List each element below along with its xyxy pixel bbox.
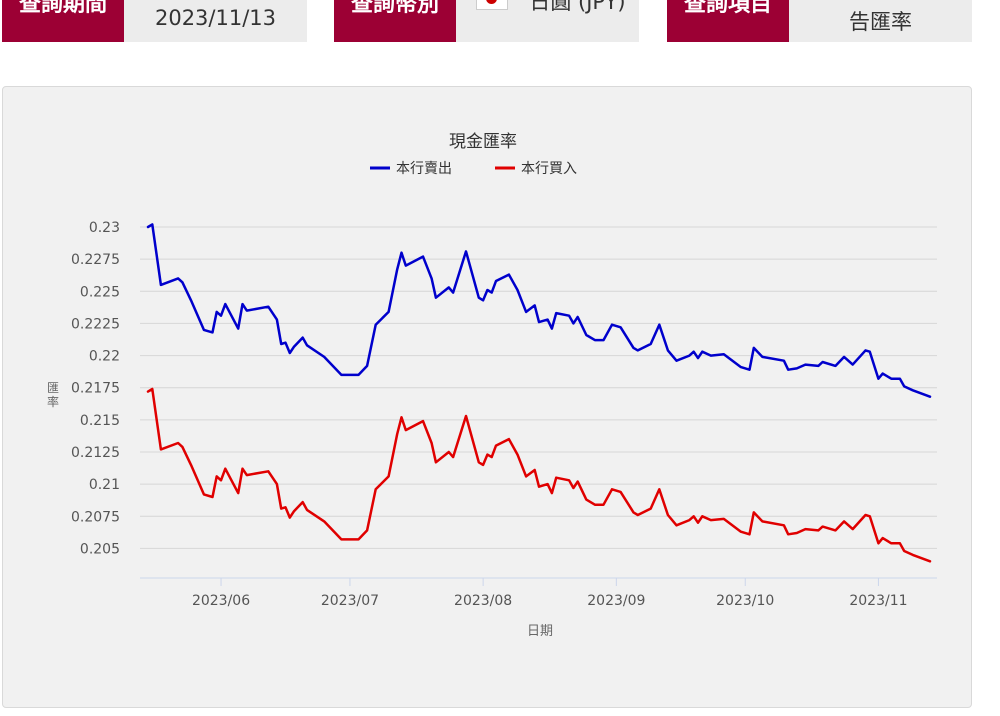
x-axis-label: 日期 — [527, 624, 553, 639]
y-tick-label: 0.2125 — [71, 445, 120, 461]
chart-title: 現金匯率 — [449, 132, 517, 152]
filter-item[interactable]: 查詢項目 告匯率 — [667, 0, 972, 42]
y-tick-label: 0.205 — [80, 541, 120, 557]
filter-currency-label: 查詢幣別 — [334, 0, 456, 42]
y-tick-label: 0.2075 — [71, 509, 120, 525]
y-tick-label: 0.21 — [89, 477, 120, 493]
x-tick-label: 2023/08 — [454, 593, 512, 609]
filter-currency-value[interactable]: 日圓 (JPY) — [456, 0, 639, 42]
filter-currency[interactable]: 查詢幣別 日圓 (JPY) — [334, 0, 639, 42]
x-tick-label: 2023/11 — [849, 593, 907, 609]
legend-sell-label: 本行賣出 — [396, 161, 452, 177]
x-tick-label: 2023/09 — [587, 593, 645, 609]
y-tick-label: 0.2225 — [71, 316, 120, 332]
legend-buy-label: 本行買入 — [521, 161, 577, 177]
y-tick-label: 0.2175 — [71, 381, 120, 397]
filter-period-value[interactable]: 2023/11/13 — [124, 0, 307, 42]
filter-period-label: 查詢期間 — [2, 0, 124, 42]
x-tick-label: 2023/10 — [716, 593, 774, 609]
x-tick-label: 2023/07 — [321, 593, 379, 609]
filter-item-label: 查詢項目 — [667, 0, 789, 42]
filter-period[interactable]: 查詢期間 2023/11/13 — [2, 0, 307, 42]
y-tick-label: 0.2275 — [71, 252, 120, 268]
y-tick-label: 0.23 — [89, 220, 120, 236]
y-axis-label: 匯率 — [47, 381, 59, 409]
y-tick-label: 0.22 — [89, 349, 120, 365]
x-tick-label: 2023/06 — [192, 593, 250, 609]
japan-flag-icon — [476, 0, 508, 10]
series-line-sell — [146, 223, 932, 398]
legend-buy[interactable]: 本行買入 — [495, 161, 577, 177]
series-line-buy — [146, 387, 932, 563]
y-tick-label: 0.215 — [80, 413, 120, 429]
filter-item-value[interactable]: 告匯率 — [789, 0, 972, 42]
chart-card — [2, 86, 972, 708]
y-tick-label: 0.225 — [80, 284, 120, 300]
legend-sell[interactable]: 本行賣出 — [370, 161, 452, 177]
